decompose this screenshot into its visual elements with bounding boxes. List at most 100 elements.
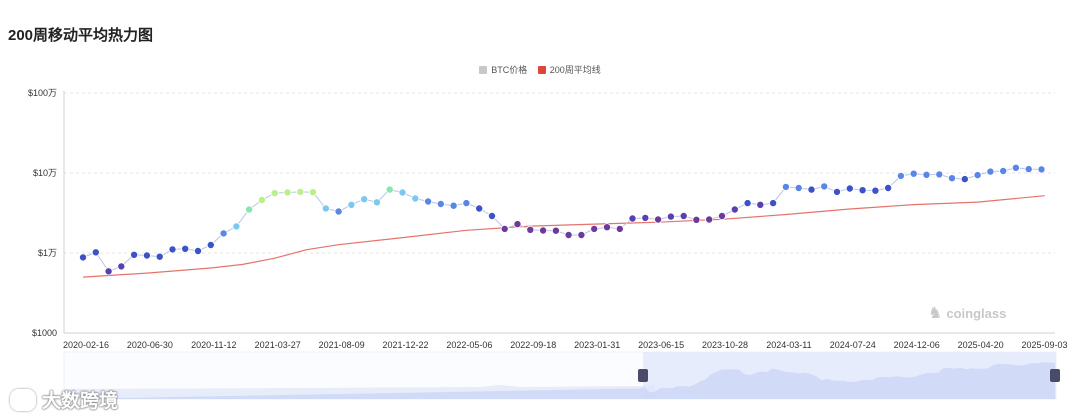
x-tick-label: 2020-02-16	[63, 340, 109, 350]
btc-price-point[interactable]	[130, 250, 139, 259]
btc-price-point[interactable]	[155, 252, 164, 261]
btc-price-point[interactable]	[871, 186, 880, 195]
btc-price-point[interactable]	[564, 230, 573, 239]
btc-price-point[interactable]	[973, 171, 982, 180]
btc-price-point[interactable]	[935, 170, 944, 179]
btc-price-point[interactable]	[1011, 163, 1020, 172]
btc-price-point[interactable]	[909, 169, 918, 178]
btc-price-point[interactable]	[692, 215, 701, 224]
btc-price-point[interactable]	[1024, 165, 1033, 174]
legend-item-200w-ma[interactable]: 200周平均线	[537, 63, 601, 76]
btc-price-point[interactable]	[794, 183, 803, 192]
btc-price-point[interactable]	[424, 197, 433, 206]
btc-price-point[interactable]	[411, 194, 420, 203]
x-tick-label: 2025-09-03	[1021, 340, 1067, 350]
page-title: 200周移动平均热力图	[8, 27, 154, 44]
btc-price-point[interactable]	[219, 229, 228, 238]
btc-price-point[interactable]	[206, 240, 215, 249]
btc-price-point[interactable]	[398, 188, 407, 197]
btc-price-point[interactable]	[462, 199, 471, 208]
btc-price-point[interactable]	[705, 215, 714, 224]
btc-price-point[interactable]	[1037, 165, 1046, 174]
btc-price-point[interactable]	[730, 205, 739, 214]
legend-item-btc-price[interactable]: BTC价格	[479, 63, 527, 76]
btc-price-point[interactable]	[526, 225, 535, 234]
x-tick-label: 2020-11-12	[191, 340, 236, 350]
zoom-slider-preview	[64, 362, 1055, 399]
btc-price-point[interactable]	[257, 195, 266, 204]
x-tick-label: 2024-07-24	[830, 340, 876, 350]
coinglass-logo-icon: ♞	[928, 305, 943, 322]
btc-price-point[interactable]	[372, 198, 381, 207]
x-tick-label: 2025-04-20	[958, 340, 1004, 350]
btc-price-point[interactable]	[858, 186, 867, 195]
btc-price-point[interactable]	[615, 224, 624, 233]
btc-price-point[interactable]	[820, 182, 829, 191]
btc-price-point[interactable]	[922, 170, 931, 179]
btc-price-point[interactable]	[756, 200, 765, 209]
btc-price-point[interactable]	[385, 185, 394, 194]
btc-price-point[interactable]	[308, 188, 317, 197]
brand-watermark: 大数跨境	[10, 386, 118, 413]
btc-price-point[interactable]	[641, 213, 650, 222]
btc-price-point[interactable]	[807, 185, 816, 194]
btc-price-point[interactable]	[347, 200, 356, 209]
btc-price-point[interactable]	[743, 199, 752, 208]
btc-price-point[interactable]	[769, 199, 778, 208]
x-tick-label: 2023-01-31	[574, 340, 620, 350]
btc-price-point[interactable]	[232, 222, 241, 231]
btc-price-point[interactable]	[833, 187, 842, 196]
btc-price-line	[82, 167, 1042, 272]
btc-price-point[interactable]	[487, 211, 496, 220]
btc-price-point[interactable]	[845, 184, 854, 193]
btc-price-point[interactable]	[654, 215, 663, 224]
btc-price-point[interactable]	[168, 245, 177, 254]
btc-price-point[interactable]	[551, 226, 560, 235]
btc-price-point[interactable]	[884, 183, 893, 192]
btc-price-point[interactable]	[193, 246, 202, 255]
btc-price-point[interactable]	[577, 230, 586, 239]
btc-price-point[interactable]	[334, 207, 343, 216]
btc-price-point[interactable]	[513, 220, 522, 229]
x-tick-label: 2022-05-06	[446, 340, 492, 350]
btc-price-point[interactable]	[986, 167, 995, 176]
btc-price-point[interactable]	[91, 248, 100, 257]
btc-price-point[interactable]	[270, 189, 279, 198]
btc-price-point[interactable]	[142, 251, 151, 260]
btc-price-point[interactable]	[436, 199, 445, 208]
y-tick-label: $1万	[38, 248, 57, 258]
btc-price-point[interactable]	[718, 211, 727, 220]
x-tick-label: 2023-10-28	[702, 340, 748, 350]
btc-price-point[interactable]	[296, 187, 305, 196]
zoom-handle-left[interactable]	[638, 369, 648, 382]
btc-price-point[interactable]	[283, 188, 292, 197]
btc-price-point[interactable]	[500, 224, 509, 233]
x-tick-label: 2021-12-22	[382, 340, 428, 350]
btc-price-point[interactable]	[960, 175, 969, 184]
btc-price-point[interactable]	[896, 171, 905, 180]
legend-label-200w-ma: 200周平均线	[549, 65, 601, 75]
btc-price-point[interactable]	[475, 204, 484, 213]
btc-price-point[interactable]	[666, 212, 675, 221]
btc-price-point[interactable]	[117, 262, 126, 271]
btc-price-point[interactable]	[999, 166, 1008, 175]
btc-price-point[interactable]	[628, 214, 637, 223]
btc-price-point[interactable]	[104, 267, 113, 276]
chart-legend: BTC价格 200周平均线	[0, 63, 1080, 76]
btc-price-point[interactable]	[79, 253, 88, 262]
x-tick-label: 2024-12-06	[894, 340, 940, 350]
btc-price-point[interactable]	[181, 244, 190, 253]
btc-price-point[interactable]	[590, 224, 599, 233]
btc-price-point[interactable]	[781, 182, 790, 191]
btc-price-point[interactable]	[679, 211, 688, 220]
zoom-handle-right[interactable]	[1050, 369, 1060, 382]
btc-price-point[interactable]	[321, 204, 330, 213]
btc-price-point[interactable]	[539, 226, 548, 235]
btc-price-point[interactable]	[245, 205, 254, 214]
btc-price-point[interactable]	[449, 201, 458, 210]
y-tick-label: $1000	[32, 328, 57, 338]
btc-price-point[interactable]	[948, 174, 957, 183]
btc-price-point[interactable]	[360, 195, 369, 204]
btc-price-point[interactable]	[603, 223, 612, 232]
